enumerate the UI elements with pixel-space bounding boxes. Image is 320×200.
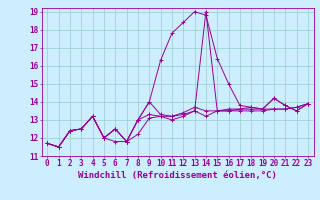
X-axis label: Windchill (Refroidissement éolien,°C): Windchill (Refroidissement éolien,°C) xyxy=(78,171,277,180)
